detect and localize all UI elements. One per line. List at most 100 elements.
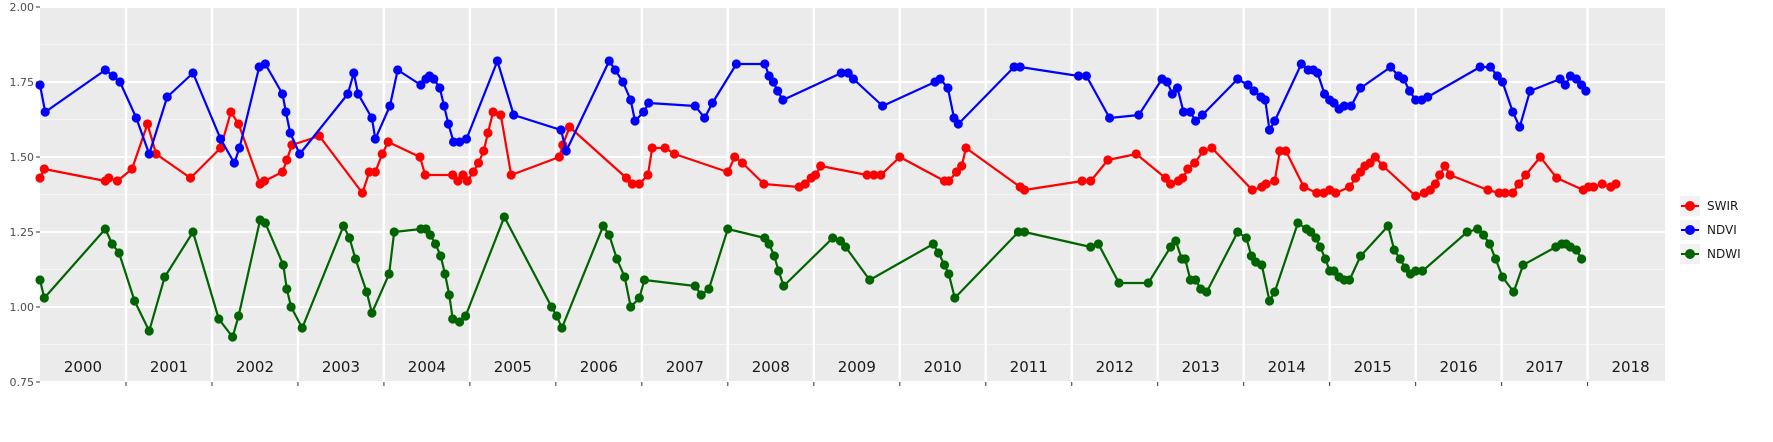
data-point-ndwi — [1086, 242, 1096, 252]
data-point-ndvi — [461, 134, 472, 144]
data-point-swir — [420, 170, 430, 180]
data-point-ndwi — [100, 224, 110, 234]
data-point-ndvi — [878, 101, 888, 111]
data-point-swir — [1378, 161, 1388, 171]
data-point-swir — [1160, 173, 1171, 183]
data-point-swir — [415, 152, 425, 162]
data-point-ndwi — [1166, 242, 1176, 252]
data-point-ndwi — [1270, 287, 1280, 297]
year-label: 2011 — [1010, 358, 1048, 376]
data-point-swir — [1190, 158, 1200, 168]
data-point-ndwi — [338, 221, 349, 231]
data-point-swir — [1430, 179, 1440, 189]
data-point-ndvi — [455, 137, 465, 147]
data-point-ndvi — [1233, 74, 1243, 84]
data-point-ndvi — [1346, 101, 1356, 111]
data-point-ndvi — [1485, 62, 1496, 72]
data-point-swir — [453, 176, 463, 186]
data-point-swir — [1261, 179, 1271, 189]
data-point-ndvi — [1571, 74, 1581, 84]
data-point-swir — [816, 161, 826, 171]
data-point-ndwi — [1264, 296, 1275, 306]
data-point-swir — [554, 152, 564, 162]
data-point-ndvi — [1508, 107, 1518, 117]
data-point-swir — [1611, 179, 1621, 189]
data-point-ndvi — [385, 101, 395, 111]
data-point-swir — [277, 167, 288, 177]
data-point-swir — [895, 152, 905, 162]
data-point-ndwi — [499, 212, 509, 222]
data-point-swir — [488, 107, 498, 117]
year-label: 2006 — [580, 358, 618, 376]
data-point-swir — [506, 170, 516, 180]
data-point-ndvi — [281, 107, 291, 117]
data-point-ndwi — [425, 230, 435, 240]
data-point-ndvi — [349, 68, 359, 78]
data-point-swir — [1183, 164, 1193, 174]
data-point-ndwi — [1462, 227, 1472, 237]
data-point-swir — [1521, 170, 1531, 180]
data-point-swir — [282, 155, 292, 165]
year-label: 2003 — [322, 358, 360, 376]
data-point-swir — [1350, 173, 1361, 183]
data-point-ndvi — [1515, 122, 1525, 132]
data-point-ndvi — [610, 65, 620, 75]
data-point-ndvi — [285, 128, 295, 138]
legend: SWIR NDVI NDWI — [1680, 196, 1741, 264]
y-tick-label: 1.75 — [10, 76, 35, 89]
data-point-ndvi — [144, 149, 154, 159]
data-point-ndvi — [618, 77, 628, 87]
data-point-ndvi — [1264, 125, 1275, 135]
data-point-ndwi — [114, 248, 124, 258]
data-point-ndvi — [843, 68, 853, 78]
data-point-ndvi — [626, 95, 636, 105]
data-point-ndwi — [188, 227, 198, 237]
data-point-ndvi — [556, 125, 566, 135]
data-point-swir — [1552, 173, 1562, 183]
data-point-ndvi — [1581, 86, 1591, 96]
data-point-ndvi — [1319, 89, 1330, 99]
data-point-ndvi — [435, 83, 445, 93]
legend-item-ndvi: NDVI — [1680, 220, 1737, 240]
data-point-ndwi — [282, 284, 292, 294]
data-point-ndwi — [1485, 239, 1495, 249]
data-point-ndvi — [1497, 77, 1508, 87]
data-point-ndwi — [1479, 230, 1489, 240]
data-point-ndvi — [1178, 107, 1189, 117]
data-point-swir — [448, 170, 458, 180]
data-point-swir — [1411, 191, 1421, 201]
data-point-swir — [737, 158, 748, 168]
data-point-ndvi — [644, 98, 654, 108]
legend-item-swir: SWIR — [1680, 196, 1738, 216]
data-point-swir — [944, 176, 954, 186]
year-label: 2001 — [150, 358, 188, 376]
data-point-ndvi — [690, 101, 700, 111]
data-point-ndvi — [492, 56, 502, 66]
data-point-swir — [621, 173, 632, 183]
data-point-ndvi — [131, 113, 141, 123]
data-point-ndwi — [39, 293, 49, 303]
data-point-swir — [1198, 146, 1208, 156]
data-point-ndvi — [260, 59, 270, 69]
data-point-swir — [127, 164, 137, 174]
data-point-swir — [234, 119, 244, 129]
data-point-ndvi — [836, 68, 846, 78]
data-point-swir — [259, 176, 269, 186]
data-point-ndvi — [1296, 59, 1306, 69]
series-ndvi — [35, 56, 1591, 168]
data-point-ndwi — [384, 269, 394, 279]
data-point-ndvi — [935, 74, 945, 84]
data-point-ndwi — [944, 269, 954, 279]
data-point-ndvi — [604, 56, 614, 66]
data-point-ndwi — [144, 326, 154, 336]
data-point-swir — [1365, 158, 1375, 168]
data-point-ndwi — [1114, 278, 1124, 288]
data-point-ndwi — [779, 281, 789, 291]
data-point-ndwi — [1518, 260, 1528, 270]
data-point-swir — [1166, 179, 1176, 189]
data-point-ndwi — [1233, 227, 1243, 237]
data-point-swir — [1370, 152, 1380, 162]
data-point-swir — [1508, 188, 1518, 198]
data-point-ndwi — [160, 272, 170, 282]
